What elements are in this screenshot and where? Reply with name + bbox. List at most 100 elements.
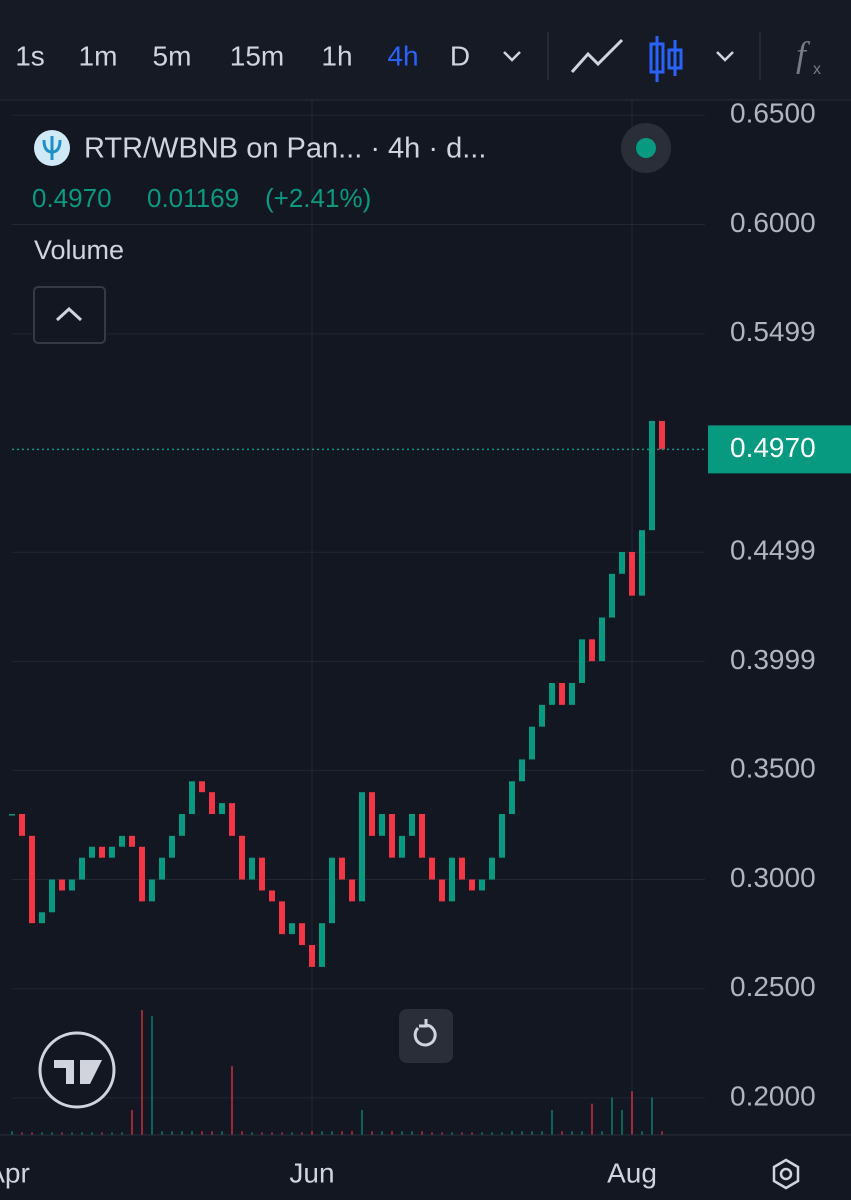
volume-label[interactable]: Volume bbox=[34, 235, 124, 265]
interval-button[interactable]: 1h bbox=[321, 40, 352, 71]
volume-bar bbox=[261, 1132, 263, 1135]
candle bbox=[309, 945, 315, 967]
settings-button[interactable] bbox=[772, 1158, 800, 1190]
candle bbox=[319, 923, 325, 967]
y-tick-label: 0.3999 bbox=[730, 644, 816, 675]
volume-bar bbox=[201, 1131, 203, 1135]
toolbar bbox=[0, 0, 851, 100]
candle bbox=[429, 857, 435, 880]
candle bbox=[269, 890, 275, 902]
chart-type-menu[interactable] bbox=[716, 51, 734, 62]
candle bbox=[199, 781, 205, 793]
x-tick-label: Aug bbox=[607, 1157, 657, 1188]
candle bbox=[659, 420, 665, 450]
volume-bar bbox=[81, 1132, 83, 1135]
change-percent: (+2.41%) bbox=[265, 183, 371, 213]
collapse-button[interactable] bbox=[33, 286, 106, 344]
volume-bar bbox=[151, 1016, 153, 1135]
volume-bar bbox=[631, 1091, 633, 1135]
candle bbox=[629, 551, 635, 596]
candle bbox=[99, 846, 105, 858]
volume-bar bbox=[581, 1131, 583, 1135]
indicators-button-x: x bbox=[813, 61, 821, 78]
volume-bar bbox=[61, 1132, 63, 1135]
candle bbox=[449, 857, 455, 902]
volume-bar bbox=[71, 1132, 73, 1135]
candle bbox=[179, 814, 185, 836]
volume-bar bbox=[381, 1131, 383, 1135]
volume-bar bbox=[441, 1132, 443, 1135]
interval-button[interactable]: 1m bbox=[79, 40, 118, 71]
volume-bar bbox=[411, 1131, 413, 1135]
volume-bar bbox=[321, 1131, 323, 1135]
volume-bar bbox=[341, 1131, 343, 1135]
candle bbox=[149, 879, 155, 902]
volume-bar bbox=[361, 1110, 363, 1135]
volume-bar bbox=[461, 1132, 463, 1135]
candle bbox=[69, 879, 75, 891]
candle bbox=[539, 704, 545, 727]
candle bbox=[379, 814, 385, 836]
interval-button[interactable]: 1s bbox=[15, 40, 45, 71]
volume-bar bbox=[191, 1131, 193, 1135]
volume-bar bbox=[491, 1132, 493, 1135]
volume-bar bbox=[611, 1097, 613, 1135]
candle bbox=[519, 759, 525, 782]
tv-logo[interactable] bbox=[38, 1031, 116, 1109]
candle bbox=[349, 879, 355, 902]
candle bbox=[439, 879, 445, 902]
candle bbox=[369, 792, 375, 836]
volume-bar bbox=[231, 1066, 233, 1135]
volume-bar bbox=[161, 1131, 163, 1135]
last-price-tag bbox=[708, 425, 851, 474]
candle bbox=[289, 923, 295, 935]
symbol-title[interactable]: RTR/WBNB on Pan... · 4h · d... bbox=[84, 133, 486, 165]
volume-bar bbox=[511, 1131, 513, 1135]
volume-bar bbox=[131, 1110, 133, 1135]
candle bbox=[529, 726, 535, 760]
interval-button[interactable]: 15m bbox=[230, 40, 284, 71]
candle bbox=[279, 901, 285, 935]
candle bbox=[619, 551, 625, 574]
candle bbox=[639, 530, 645, 596]
y-tick-label: 0.2000 bbox=[730, 1080, 816, 1111]
candle bbox=[469, 879, 475, 891]
candle bbox=[229, 803, 235, 836]
volume-bar bbox=[221, 1131, 223, 1135]
candle bbox=[189, 781, 195, 815]
volume-bar bbox=[91, 1132, 93, 1135]
candle bbox=[329, 857, 335, 924]
candle bbox=[509, 781, 515, 815]
candle bbox=[219, 803, 225, 815]
y-tick-label: 0.3000 bbox=[730, 862, 816, 893]
candle bbox=[259, 857, 265, 891]
interval-button[interactable]: 4h bbox=[387, 40, 418, 71]
volume-bar bbox=[211, 1131, 213, 1135]
interval-group: 1s 1m 5m 15m 1h 4h D bbox=[15, 40, 470, 71]
candle bbox=[419, 814, 425, 858]
change: 0.01169 bbox=[147, 183, 239, 213]
interval-button[interactable]: D bbox=[450, 40, 470, 71]
interval-menu[interactable] bbox=[503, 51, 521, 62]
volume-bar bbox=[371, 1131, 373, 1135]
candle bbox=[489, 857, 495, 880]
volume-bar bbox=[391, 1131, 393, 1135]
volume-bar bbox=[501, 1132, 503, 1135]
volume-bar bbox=[661, 1131, 663, 1135]
line-chart-button[interactable] bbox=[570, 38, 624, 73]
y-tick-label: 0.5499 bbox=[730, 316, 816, 347]
candle bbox=[599, 617, 605, 662]
volume-bar bbox=[281, 1132, 283, 1135]
candle bbox=[129, 835, 135, 847]
interval-button[interactable]: 5m bbox=[153, 40, 192, 71]
candle bbox=[169, 835, 175, 858]
volume-bar bbox=[31, 1132, 33, 1135]
candle-chart-button[interactable] bbox=[649, 36, 683, 82]
volume-bar bbox=[301, 1132, 303, 1135]
reset-button[interactable] bbox=[399, 1009, 453, 1063]
volume-bar bbox=[121, 1132, 123, 1135]
y-tick-label: 0.6000 bbox=[730, 207, 816, 238]
volume-bar bbox=[181, 1131, 183, 1135]
